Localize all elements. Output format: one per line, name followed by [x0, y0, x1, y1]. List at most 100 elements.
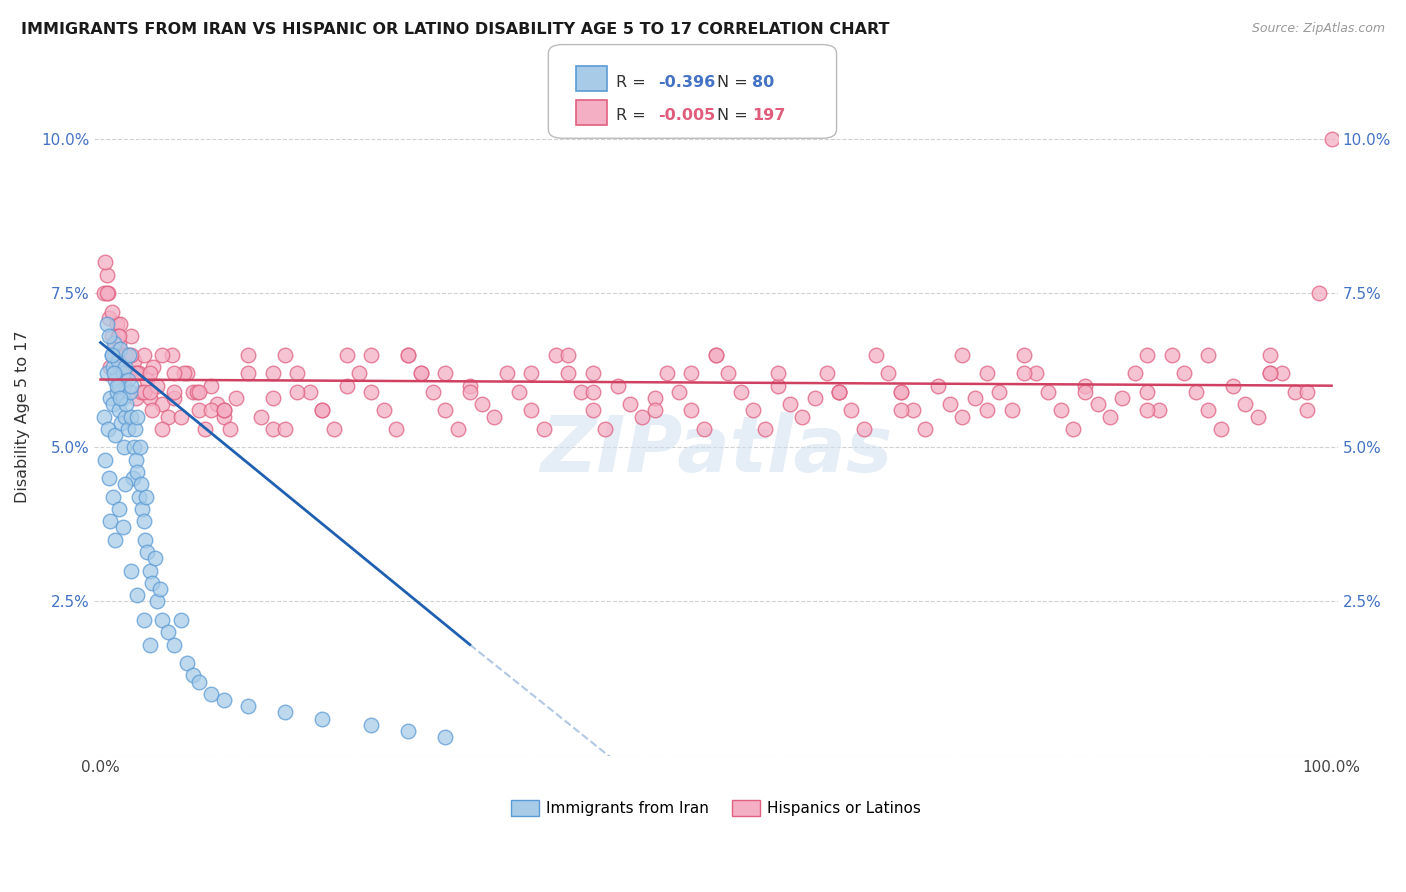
Point: [150, 397, 173, 411]
Point: [1160, 348, 1182, 362]
Point: [828, 384, 851, 399]
Point: [458, 378, 481, 392]
Point: [730, 384, 752, 399]
Point: [212, 403, 235, 417]
Point: [146, 378, 169, 392]
Text: R =: R =: [616, 108, 651, 123]
Point: [121, 471, 143, 485]
Point: [96, 268, 118, 282]
Point: [108, 378, 131, 392]
Point: [212, 409, 235, 424]
Point: [249, 409, 271, 424]
Point: [311, 403, 333, 417]
Point: [1111, 391, 1133, 405]
Point: [188, 674, 211, 689]
Point: [1173, 367, 1195, 381]
Point: [107, 354, 129, 368]
Point: [988, 384, 1011, 399]
Point: [127, 367, 149, 381]
Point: [108, 335, 131, 350]
Point: [1258, 367, 1281, 381]
Point: [274, 706, 297, 720]
Point: [108, 391, 131, 405]
Point: [136, 545, 159, 559]
Point: [120, 329, 142, 343]
Point: [200, 378, 222, 392]
Text: R =: R =: [616, 75, 651, 90]
Point: [114, 409, 136, 424]
Point: [98, 360, 121, 375]
Point: [877, 367, 900, 381]
Point: [704, 348, 727, 362]
Point: [114, 360, 136, 375]
Point: [976, 367, 998, 381]
Point: [103, 335, 125, 350]
Point: [828, 384, 851, 399]
Point: [458, 384, 481, 399]
Point: [446, 422, 468, 436]
Point: [1296, 403, 1319, 417]
Point: [169, 409, 191, 424]
Point: [108, 403, 131, 417]
Point: [1025, 367, 1047, 381]
Point: [841, 403, 863, 417]
Point: [96, 367, 118, 381]
Point: [127, 409, 149, 424]
Point: [100, 348, 122, 362]
Point: [125, 452, 148, 467]
Point: [373, 403, 395, 417]
Point: [111, 520, 134, 534]
Point: [108, 342, 131, 356]
Point: [131, 502, 153, 516]
Point: [533, 422, 555, 436]
Point: [132, 514, 155, 528]
Point: [385, 422, 408, 436]
Point: [212, 693, 235, 707]
Point: [631, 409, 654, 424]
Point: [1049, 403, 1071, 417]
Point: [100, 304, 122, 318]
Point: [125, 391, 148, 405]
Point: [134, 533, 156, 547]
Point: [1258, 348, 1281, 362]
Point: [120, 564, 142, 578]
Point: [287, 384, 309, 399]
Point: [93, 409, 115, 424]
Point: [828, 384, 851, 399]
Point: [101, 490, 124, 504]
Point: [1308, 286, 1330, 301]
Point: [128, 367, 150, 381]
Point: [742, 403, 765, 417]
Point: [396, 348, 419, 362]
Text: ZIPatlas: ZIPatlas: [540, 412, 893, 489]
Point: [520, 367, 543, 381]
Point: [347, 367, 370, 381]
Point: [950, 409, 973, 424]
Point: [124, 367, 146, 381]
Point: [181, 668, 204, 682]
Point: [1198, 348, 1220, 362]
Point: [96, 317, 118, 331]
Point: [1062, 422, 1084, 436]
Text: -0.005: -0.005: [658, 108, 716, 123]
Point: [396, 723, 419, 738]
Point: [495, 367, 517, 381]
Point: [311, 712, 333, 726]
Point: [274, 422, 297, 436]
Point: [98, 329, 121, 343]
Text: -0.396: -0.396: [658, 75, 716, 90]
Point: [176, 656, 198, 670]
Point: [311, 403, 333, 417]
Point: [129, 477, 152, 491]
Legend: Immigrants from Iran, Hispanics or Latinos: Immigrants from Iran, Hispanics or Latin…: [505, 794, 927, 822]
Point: [1185, 384, 1208, 399]
Point: [129, 384, 152, 399]
Point: [150, 422, 173, 436]
Point: [644, 403, 666, 417]
Point: [97, 286, 120, 301]
Point: [112, 378, 135, 392]
Point: [484, 409, 506, 424]
Point: [118, 384, 141, 399]
Point: [132, 613, 155, 627]
Point: [754, 422, 776, 436]
